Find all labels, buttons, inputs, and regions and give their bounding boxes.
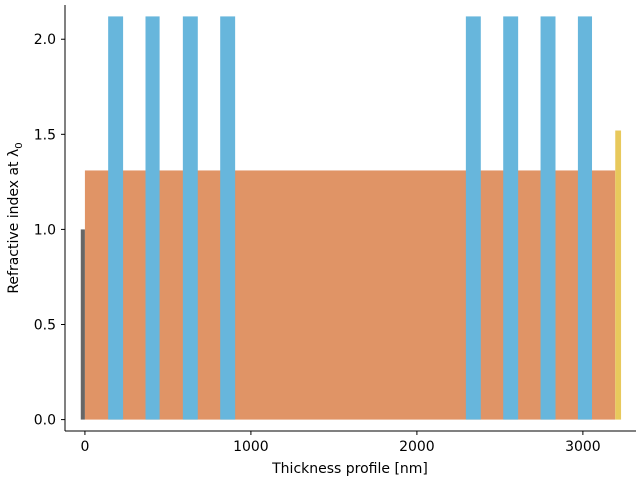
bar-high-index-5: [465, 16, 481, 420]
x-tick-label: 0: [80, 439, 89, 455]
y-axis-label-text: Refractive index at λ: [6, 149, 22, 294]
x-tick-label: 1000: [233, 439, 269, 455]
x-axis-label: Thickness profile [nm]: [271, 461, 428, 477]
y-axis-label-subscript: 0: [14, 142, 25, 148]
bar-incident-medium: [80, 229, 85, 420]
y-tick-label: 0.5: [34, 318, 56, 334]
x-tick-label: 2000: [399, 439, 435, 455]
bar-high-index-7: [540, 16, 556, 420]
y-tick-label: 0.0: [34, 413, 56, 429]
x-ticks-group: 0 1000 2000 3000: [80, 431, 601, 455]
y-ticks-group: 0.0 0.5 1.0 1.5 2.0: [34, 32, 65, 429]
bar-high-index-4: [220, 16, 236, 420]
x-tick-label: 3000: [565, 439, 601, 455]
bar-high-index-2: [145, 16, 160, 420]
bar-high-index-3: [182, 16, 198, 420]
bar-substrate: [615, 130, 622, 420]
bar-high-index-8: [577, 16, 593, 420]
axes-group: [64, 5, 636, 432]
bars-group: [80, 16, 622, 420]
bar-host-layer: [84, 170, 616, 420]
y-tick-label: 2.0: [34, 32, 56, 48]
y-axis-label: Refractive index at λ0: [6, 142, 25, 293]
y-tick-label: 1.0: [34, 222, 56, 238]
y-tick-label: 1.5: [34, 127, 56, 143]
bar-high-index-6: [503, 16, 519, 420]
bar-high-index-1: [108, 16, 124, 420]
